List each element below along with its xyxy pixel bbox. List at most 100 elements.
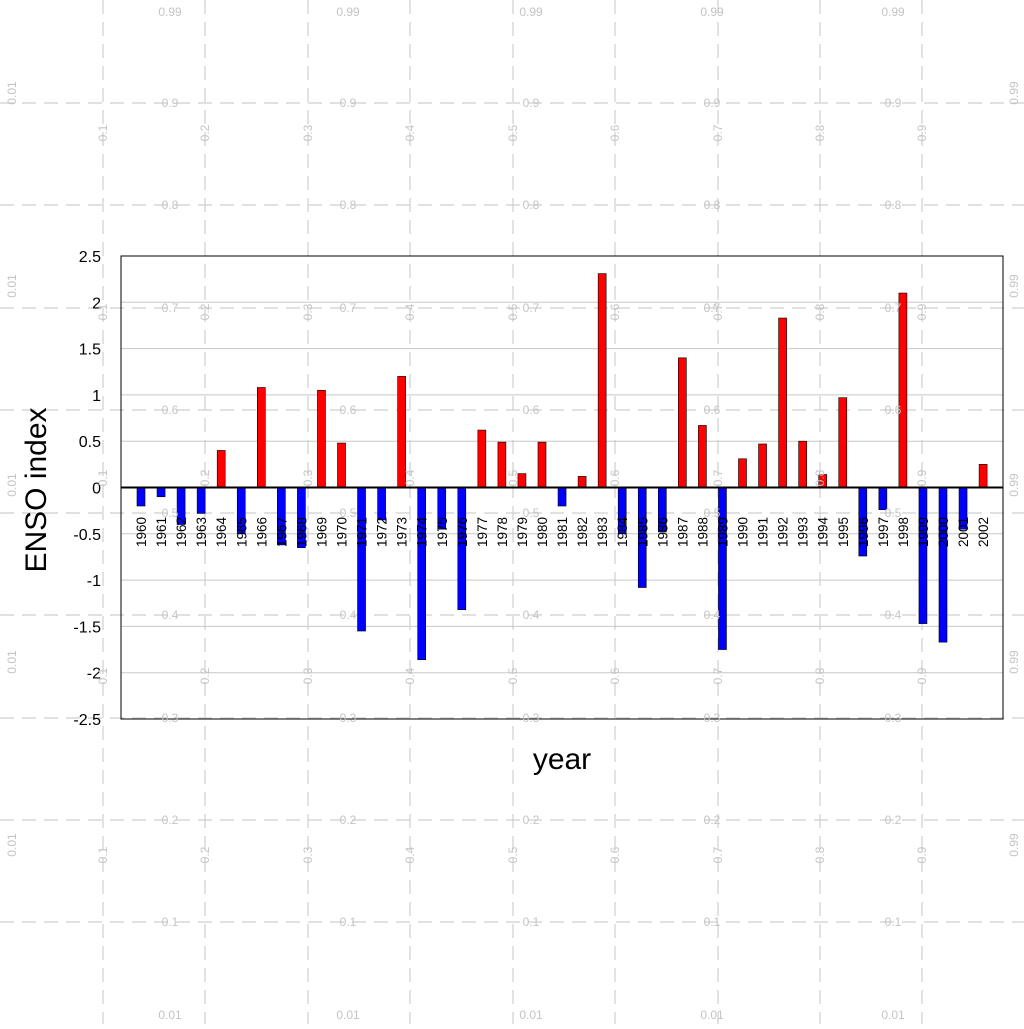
overlay-left-label: 0.01 [5, 473, 19, 497]
x-tick-label: 1962 [174, 517, 189, 547]
overlay-column-label: 0.5 [506, 667, 520, 684]
overlay-column-label: 0.9 [915, 469, 929, 486]
bar-1970 [337, 442, 346, 488]
bar-1987 [678, 357, 687, 488]
overlay-label: 0.4 [162, 608, 179, 622]
y-axis-title: ENSO index [20, 407, 53, 572]
overlay-column-label: 0.8 [813, 303, 827, 320]
overlay-column-label: 0.6 [608, 124, 622, 141]
overlay-column-label: 0.2 [198, 667, 212, 684]
x-tick-label: 1991 [756, 517, 771, 547]
bar-1990 [738, 458, 747, 488]
overlay-bottom-label: 0.01 [700, 1008, 724, 1022]
overlay-column-label: 0.5 [506, 846, 520, 863]
overlay-label: 0.6 [704, 403, 721, 417]
x-tick-label: 1992 [776, 517, 791, 547]
overlay-column-label: 0.6 [608, 846, 622, 863]
bar-1992 [778, 317, 787, 488]
overlay-left-label: 0.01 [5, 274, 19, 298]
overlay-top-label: 0.99 [881, 5, 905, 19]
bar-1969 [317, 389, 326, 488]
bar-1982 [577, 476, 587, 488]
y-tick-label: -2.5 [73, 712, 101, 729]
y-tick-label: 1.5 [79, 342, 101, 359]
bar-1971 [357, 487, 366, 632]
overlay-column-label: 0.1 [96, 846, 110, 863]
x-tick-label: 1972 [375, 517, 390, 547]
y-tick-label: -1.5 [73, 619, 101, 636]
overlay-column-label: 0.8 [813, 469, 827, 486]
overlay-label: 0.6 [523, 403, 540, 417]
overlay-label: 0.5 [885, 506, 902, 520]
overlay-label: 0.3 [162, 711, 179, 725]
overlay-label: 0.2 [340, 813, 357, 827]
bar-1976 [457, 487, 467, 611]
x-tick-label: 1985 [635, 517, 650, 547]
x-tick-label: 1984 [615, 517, 630, 548]
overlay-label: 0.9 [885, 96, 902, 110]
overlay-column-label: 0.3 [301, 303, 315, 320]
overlay-label: 0.7 [162, 301, 179, 315]
overlay-left-label: 0.01 [5, 833, 19, 857]
x-tick-label: 1990 [736, 517, 751, 547]
overlay-column-label: 0.4 [403, 303, 417, 320]
overlay-top-label: 0.99 [158, 5, 182, 19]
bar-1964 [216, 450, 226, 488]
overlay-label: 0.5 [523, 506, 540, 520]
overlay-column-label: 0.9 [915, 303, 929, 320]
overlay-right-label: 0.99 [1007, 274, 1021, 298]
x-tick-label: 1980 [535, 517, 550, 547]
overlay-column-label: 0.8 [813, 667, 827, 684]
y-tick-label: 0 [92, 481, 101, 498]
overlay-label: 0.2 [523, 813, 540, 827]
overlay-column-label: 0.2 [198, 846, 212, 863]
y-tick-label: 1 [92, 388, 101, 405]
bar-1980 [537, 441, 547, 488]
x-tick-label: 2002 [976, 517, 991, 547]
overlay-right-label: 0.99 [1007, 81, 1021, 105]
overlay-label: 0.8 [704, 198, 721, 212]
y-tick-label: -0.5 [73, 527, 101, 544]
x-tick-label: 1986 [655, 517, 670, 547]
x-tick-label: 1969 [314, 517, 329, 547]
overlay-label: 0.8 [340, 198, 357, 212]
x-tick-label: 1970 [335, 517, 350, 547]
overlay-left-label: 0.01 [5, 650, 19, 674]
overlay-column-label: 0.1 [96, 667, 110, 684]
overlay-column-label: 0.1 [96, 124, 110, 141]
overlay-column-label: 0.4 [403, 124, 417, 141]
bar-1981 [557, 487, 567, 507]
overlay-label: 0.8 [523, 198, 540, 212]
bar-1991 [758, 443, 767, 488]
x-tick-label: 1965 [234, 517, 249, 547]
overlay-label: 0.4 [340, 608, 357, 622]
x-tick-label: 1987 [675, 517, 690, 547]
overlay-label: 0.6 [162, 403, 179, 417]
bar-1960 [136, 487, 146, 507]
overlay-label: 0.9 [340, 96, 357, 110]
x-tick-label: 1999 [916, 517, 931, 547]
overlay-column-label: 0.8 [813, 846, 827, 863]
overlay-column-label: 0.2 [198, 469, 212, 486]
overlay-column-label: 0.7 [711, 846, 725, 863]
overlay-column-label: 0.6 [608, 303, 622, 320]
overlay-column-label: 0.5 [506, 124, 520, 141]
overlay-bottom-label: 0.01 [519, 1008, 543, 1022]
overlay-column-label: 0.9 [915, 846, 929, 863]
bar-1993 [798, 440, 807, 488]
overlay-column-label: 0.3 [301, 846, 315, 863]
overlay-label: 0.7 [704, 301, 721, 315]
overlay-label: 0.3 [885, 711, 902, 725]
x-tick-label: 1994 [816, 517, 831, 548]
bar-series [136, 273, 988, 661]
overlay-column-label: 0.7 [711, 303, 725, 320]
overlay-label: 0.4 [704, 608, 721, 622]
overlay-column-label: 0.3 [301, 469, 315, 486]
overlay-label: 0.2 [885, 813, 902, 827]
overlay-labels: 0.9 0.9 0.9 0.9 0.90.8 0.8 0.8 0.8 0.80.7 0.7 0.7 0… [5, 5, 1021, 1022]
x-tick-label: 1988 [695, 517, 710, 547]
overlay-column-label: 0.4 [403, 667, 417, 684]
x-tick-label: 1963 [194, 517, 209, 547]
